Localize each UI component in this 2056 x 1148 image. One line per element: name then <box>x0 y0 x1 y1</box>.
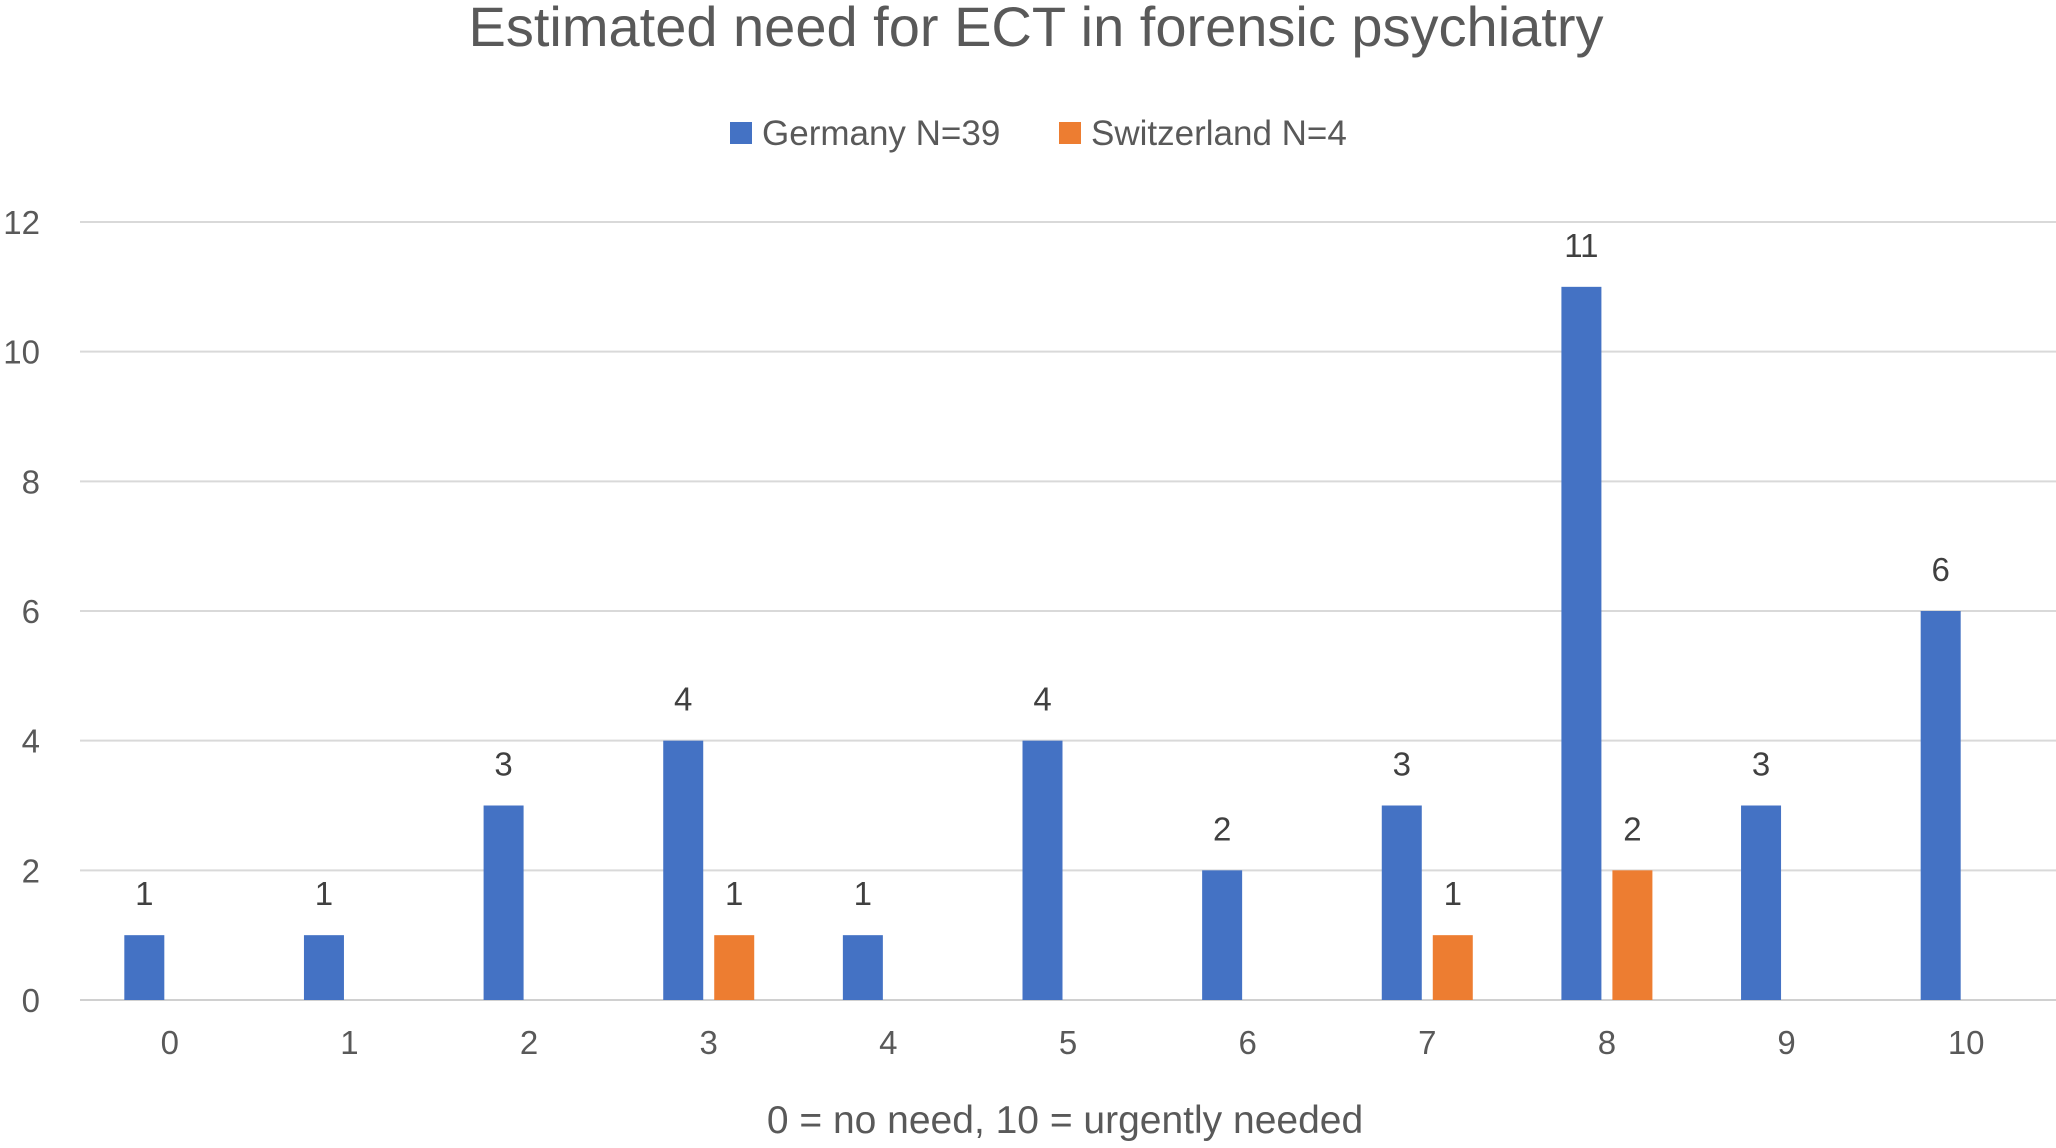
bar-series1-cat-3 <box>714 935 755 1000</box>
data-label-series0-cat-0: 1 <box>135 875 153 912</box>
bar-series0-cat-3 <box>663 740 704 1000</box>
y-tick-label-4: 4 <box>22 723 40 760</box>
x-tick-label-8: 8 <box>1598 1024 1616 1061</box>
bar-series0-cat-8 <box>1561 286 1602 1000</box>
data-label-series0-cat-9: 3 <box>1752 746 1770 783</box>
y-tick-label-10: 10 <box>3 334 40 371</box>
bar-series1-cat-7 <box>1432 935 1473 1000</box>
y-tick-label-2: 2 <box>22 852 40 889</box>
bar-series0-cat-9 <box>1741 805 1782 1000</box>
x-axis-label: 0 = no need, 10 = urgently needed <box>767 1099 1363 1142</box>
bar-series1-cat-8 <box>1612 870 1653 1000</box>
data-label-series0-cat-2: 3 <box>494 746 512 783</box>
legend-label-switzerland: Switzerland N=4 <box>1091 114 1347 153</box>
x-tick-label-5: 5 <box>1059 1024 1077 1061</box>
data-label-series0-cat-1: 1 <box>315 875 333 912</box>
data-label-series0-cat-7: 3 <box>1393 746 1411 783</box>
bar-series0-cat-4 <box>842 935 883 1000</box>
legend-label-germany: Germany N=39 <box>762 114 1000 153</box>
legend-swatch-germany <box>730 122 752 144</box>
bar-series0-cat-6 <box>1202 870 1243 1000</box>
x-tick-label-6: 6 <box>1238 1024 1256 1061</box>
y-tick-label-0: 0 <box>22 982 40 1019</box>
bar-series0-cat-5 <box>1022 740 1063 1000</box>
x-tick-label-9: 9 <box>1777 1024 1795 1061</box>
y-tick-label-12: 12 <box>3 204 40 241</box>
x-tick-label-1: 1 <box>340 1024 358 1061</box>
bars <box>124 286 1961 1000</box>
data-label-series1-cat-8: 2 <box>1623 810 1641 847</box>
y-tick-label-8: 8 <box>22 463 40 500</box>
data-label-series1-cat-3: 1 <box>725 875 743 912</box>
bar-series0-cat-2 <box>483 805 524 1000</box>
x-tick-label-4: 4 <box>879 1024 897 1061</box>
legend: Germany N=39 Switzerland N=4 <box>730 114 1347 153</box>
chart-title: Estimated need for ECT in forensic psych… <box>468 0 1603 58</box>
x-tick-label-3: 3 <box>700 1024 718 1061</box>
y-tick-label-6: 6 <box>22 593 40 630</box>
x-axis-ticks: 0 1 2 3 4 5 6 7 8 9 10 <box>161 1024 1985 1061</box>
data-label-series0-cat-10: 6 <box>1932 551 1950 588</box>
data-label-series0-cat-4: 1 <box>854 875 872 912</box>
x-tick-label-2: 2 <box>520 1024 538 1061</box>
bar-series0-cat-0 <box>124 935 165 1000</box>
x-tick-label-10: 10 <box>1948 1024 1985 1061</box>
data-label-series0-cat-5: 4 <box>1033 681 1051 718</box>
data-label-series0-cat-3: 4 <box>674 681 692 718</box>
bar-series0-cat-10 <box>1920 611 1961 1000</box>
bar-series0-cat-1 <box>303 935 344 1000</box>
legend-swatch-switzerland <box>1059 122 1081 144</box>
gridlines <box>80 221 2056 1001</box>
bar-series0-cat-7 <box>1381 805 1422 1000</box>
y-axis-ticks: 0 2 4 6 8 10 12 <box>3 204 40 1019</box>
data-label-series0-cat-8: 11 <box>1564 227 1598 264</box>
x-tick-label-7: 7 <box>1418 1024 1436 1061</box>
data-label-series0-cat-6: 2 <box>1213 810 1231 847</box>
data-label-series1-cat-7: 1 <box>1444 875 1462 912</box>
x-tick-label-0: 0 <box>161 1024 179 1061</box>
